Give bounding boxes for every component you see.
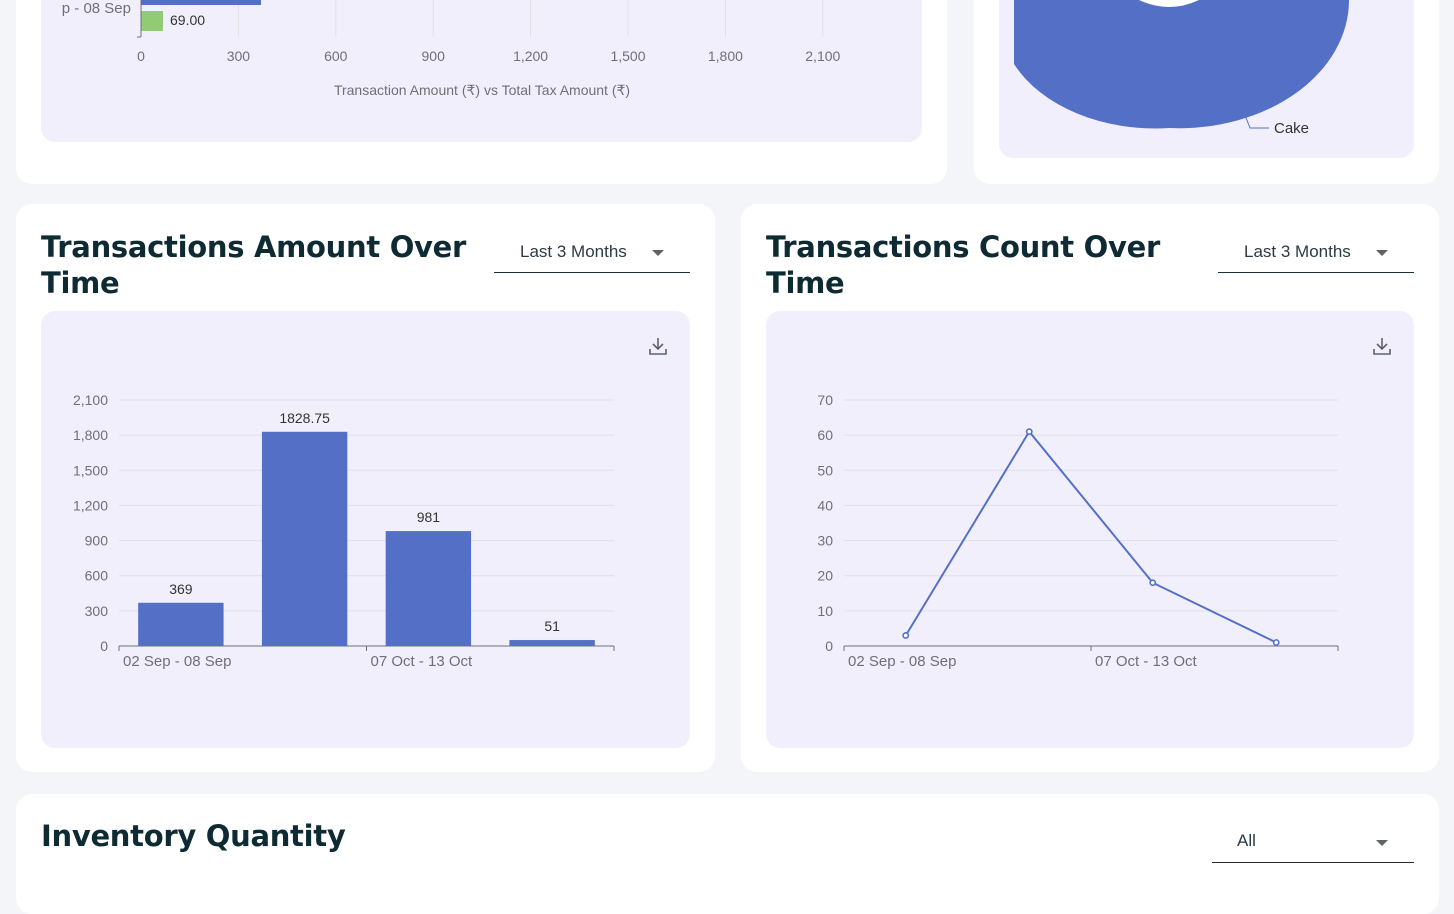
tax-vs-amount-chart: p - 08 Sep 69.00 0 300 600 900 1,200 1,500 1,8… xyxy=(62,0,841,98)
x-tick-label: 1,500 xyxy=(610,48,645,64)
y-tick-label: 10 xyxy=(817,603,833,619)
amount-bar xyxy=(141,0,261,5)
y-tick-label: 600 xyxy=(85,568,109,584)
y-tick-label: 300 xyxy=(85,603,109,619)
y-tick-label: 0 xyxy=(100,638,108,654)
count-period-value: Last 3 Months xyxy=(1244,242,1351,261)
transactions-count-title: Transactions Count Over Time xyxy=(766,229,1206,301)
amount-bar xyxy=(138,602,224,646)
inventory-filter-value: All xyxy=(1237,831,1256,850)
x-tick-label: 2,100 xyxy=(805,48,840,64)
category-pie-area: Cake xyxy=(999,0,1414,158)
amount-bar xyxy=(385,531,472,646)
x-tick-label: 0 xyxy=(137,48,145,64)
tax-data-label: 69.00 xyxy=(170,12,205,28)
x-tick-label: 07 Oct - 13 Oct xyxy=(1095,653,1198,670)
title-line-1: Transactions Amount Over xyxy=(41,230,467,264)
chevron-down-icon xyxy=(1376,250,1388,256)
transactions-amount-title: Transactions Amount Over Time xyxy=(41,229,481,301)
pie-inner-hole xyxy=(1139,0,1199,7)
count-period-select[interactable]: Last 3 Months xyxy=(1218,232,1414,273)
category-pie-card: Cake xyxy=(974,0,1439,184)
tax-vs-amount-chart-area: p - 08 Sep 69.00 0 300 600 900 1,200 1,500 1,8… xyxy=(41,0,922,142)
category-pie-chart: Cake xyxy=(1014,0,1350,137)
y-tick-label: 30 xyxy=(817,533,833,549)
chevron-down-icon xyxy=(1376,840,1388,846)
category-label: p - 08 Sep xyxy=(62,0,131,17)
inventory-quantity-title: Inventory Quantity xyxy=(41,819,346,853)
y-tick-label: 40 xyxy=(817,497,833,513)
pie-label-line xyxy=(1242,109,1269,129)
y-tick-label: 0 xyxy=(825,638,833,654)
y-tick-label: 1,800 xyxy=(73,427,108,443)
y-tick-label: 1,200 xyxy=(73,497,108,513)
x-tick-label: 300 xyxy=(227,48,251,64)
title-line-1: Transactions Count Over xyxy=(766,230,1160,264)
x-tick-label: 1,200 xyxy=(513,48,548,64)
y-tick-label: 70 xyxy=(817,392,833,408)
count-data-point xyxy=(1025,428,1033,436)
amount-bar-chart: 0 300 600 900 1,200 1,500 1,800 2,100 02 Sep - 0… xyxy=(73,392,615,670)
y-tick-label: 1,500 xyxy=(73,462,108,478)
bar-data-label: 981 xyxy=(417,509,441,525)
x-axis-label: Transaction Amount (₹) vs Total Tax Amou… xyxy=(334,82,630,98)
x-tick-label: 02 Sep - 08 Sep xyxy=(123,653,231,670)
amount-bar xyxy=(261,431,348,646)
y-tick-label: 900 xyxy=(85,533,109,549)
x-tick-label: 07 Oct - 13 Oct xyxy=(371,653,474,670)
y-tick-label: 60 xyxy=(817,427,833,443)
transactions-count-card: Transactions Count Over Time Last 3 Mont… xyxy=(741,204,1439,772)
x-tick-label: 600 xyxy=(324,48,348,64)
bar-data-label: 51 xyxy=(544,618,560,634)
count-data-point xyxy=(1149,579,1157,587)
y-tick-label: 2,100 xyxy=(73,392,108,408)
title-line-2: Time xyxy=(41,266,120,300)
x-tick-label: 900 xyxy=(422,48,446,64)
pie-slice-label: Cake xyxy=(1274,120,1309,137)
download-icon[interactable] xyxy=(646,334,670,358)
chevron-down-icon xyxy=(652,250,664,256)
y-tick-label: 20 xyxy=(817,568,833,584)
amount-period-select[interactable]: Last 3 Months xyxy=(494,232,690,273)
amount-period-value: Last 3 Months xyxy=(520,242,627,261)
count-data-point xyxy=(1272,639,1280,646)
bar-data-label: 369 xyxy=(169,581,193,597)
inventory-quantity-card: Inventory Quantity All xyxy=(16,794,1439,914)
title-line-2: Time xyxy=(766,266,845,300)
transactions-amount-card: Transactions Amount Over Time Last 3 Mon… xyxy=(16,204,715,772)
count-chart-area: 0 10 20 30 40 50 60 70 02 Sep - 08 Sep 07 Oct - 1… xyxy=(766,311,1414,748)
count-data-point xyxy=(902,632,910,639)
bar-data-label: 1828.75 xyxy=(279,410,330,426)
y-tick-label: 50 xyxy=(817,462,833,478)
inventory-filter-select[interactable]: All xyxy=(1212,822,1414,863)
x-tick-label: 1,800 xyxy=(708,48,743,64)
tax-bar xyxy=(141,11,163,31)
amount-bar xyxy=(509,640,595,646)
count-line-chart: 0 10 20 30 40 50 60 70 02 Sep - 08 Sep 07 Oct - 1… xyxy=(817,392,1339,670)
amount-chart-area: 0 300 600 900 1,200 1,500 1,800 2,100 02 Sep - 0… xyxy=(41,311,690,748)
tax-vs-amount-card: p - 08 Sep 69.00 0 300 600 900 1,200 1,500 1,8… xyxy=(16,0,947,184)
download-icon[interactable] xyxy=(1370,334,1394,358)
pie-slice-cake xyxy=(1014,0,1350,129)
x-tick-label: 02 Sep - 08 Sep xyxy=(848,653,956,670)
count-series-line xyxy=(904,429,1277,644)
